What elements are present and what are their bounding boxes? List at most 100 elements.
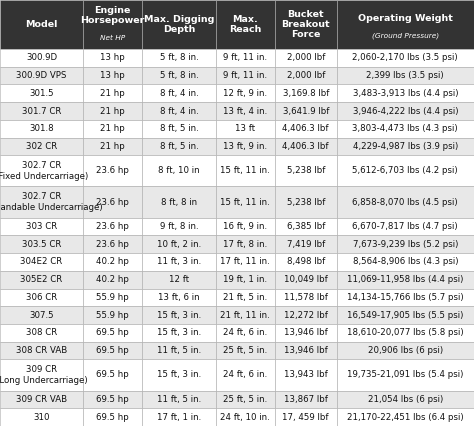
Text: 8 ft, 10 in: 8 ft, 10 in — [158, 167, 200, 176]
Text: 13 hp: 13 hp — [100, 71, 125, 80]
Text: 3,169.8 lbf: 3,169.8 lbf — [283, 89, 329, 98]
Text: 5,238 lbf: 5,238 lbf — [287, 198, 325, 207]
Bar — [337, 67, 474, 84]
Text: 21,054 lbs (6 psi): 21,054 lbs (6 psi) — [368, 395, 443, 404]
Bar — [83, 218, 142, 235]
Text: 4,406.3 lbf: 4,406.3 lbf — [283, 124, 329, 133]
Bar — [0, 324, 83, 342]
Text: 23.6 hp: 23.6 hp — [96, 240, 129, 249]
Bar — [0, 271, 83, 288]
Bar — [0, 155, 83, 187]
Text: 13 ft, 6 in: 13 ft, 6 in — [158, 293, 200, 302]
Bar — [142, 120, 216, 138]
Text: 13 ft: 13 ft — [235, 124, 255, 133]
Bar — [337, 408, 474, 426]
Text: 13 hp: 13 hp — [100, 53, 125, 62]
Text: 2,399 lbs (3.5 psi): 2,399 lbs (3.5 psi) — [366, 71, 444, 80]
Text: 69.5 hp: 69.5 hp — [96, 328, 129, 337]
Bar — [83, 271, 142, 288]
Bar — [216, 360, 275, 391]
Bar — [216, 253, 275, 271]
Bar — [275, 306, 337, 324]
Bar — [0, 67, 83, 84]
Text: Net HP: Net HP — [100, 35, 125, 41]
Text: 6,385 lbf: 6,385 lbf — [287, 222, 325, 231]
Bar — [275, 120, 337, 138]
Bar — [275, 360, 337, 391]
Text: 11 ft, 3 in.: 11 ft, 3 in. — [157, 257, 201, 266]
Text: Bucket
Breakout
Force: Bucket Breakout Force — [282, 10, 330, 39]
Bar — [0, 306, 83, 324]
Bar — [216, 187, 275, 218]
Text: 10,049 lbf: 10,049 lbf — [284, 275, 328, 284]
Bar — [216, 271, 275, 288]
Bar — [275, 288, 337, 306]
Bar — [142, 271, 216, 288]
Text: 301.5: 301.5 — [29, 89, 54, 98]
Bar — [0, 342, 83, 360]
Bar — [142, 342, 216, 360]
Bar — [216, 306, 275, 324]
Text: 301.8: 301.8 — [29, 124, 54, 133]
Text: 300.9D: 300.9D — [26, 53, 57, 62]
Text: 12,272 lbf: 12,272 lbf — [284, 311, 328, 320]
Text: 24 ft, 6 in.: 24 ft, 6 in. — [223, 328, 267, 337]
Text: 69.5 hp: 69.5 hp — [96, 413, 129, 422]
Text: 3,946-4,222 lbs (4.4 psi): 3,946-4,222 lbs (4.4 psi) — [353, 106, 458, 115]
Bar — [0, 102, 83, 120]
Text: 15 ft, 3 in.: 15 ft, 3 in. — [157, 311, 201, 320]
Bar — [337, 187, 474, 218]
Text: 8 ft, 5 in.: 8 ft, 5 in. — [160, 124, 198, 133]
Bar — [337, 235, 474, 253]
Text: 3,483-3,913 lbs (4.4 psi): 3,483-3,913 lbs (4.4 psi) — [353, 89, 458, 98]
Text: Max.
Reach: Max. Reach — [229, 15, 262, 34]
Bar — [275, 102, 337, 120]
Bar — [275, 138, 337, 155]
Bar — [0, 218, 83, 235]
Bar — [0, 360, 83, 391]
Bar — [142, 49, 216, 67]
Text: 3,803-4,473 lbs (4.3 psi): 3,803-4,473 lbs (4.3 psi) — [353, 124, 458, 133]
Bar — [142, 187, 216, 218]
Text: 7,419 lbf: 7,419 lbf — [287, 240, 325, 249]
Text: 21 hp: 21 hp — [100, 124, 125, 133]
Bar — [216, 102, 275, 120]
Bar — [216, 0, 275, 49]
Bar — [216, 391, 275, 408]
Text: 25 ft, 5 in.: 25 ft, 5 in. — [223, 346, 267, 355]
Bar — [142, 288, 216, 306]
Bar — [142, 253, 216, 271]
Bar — [83, 120, 142, 138]
Bar — [275, 0, 337, 49]
Bar — [83, 408, 142, 426]
Bar — [337, 391, 474, 408]
Text: 11 ft, 5 in.: 11 ft, 5 in. — [157, 395, 201, 404]
Text: 21 ft, 5 in.: 21 ft, 5 in. — [223, 293, 267, 302]
Text: 3,641.9 lbf: 3,641.9 lbf — [283, 106, 329, 115]
Bar — [83, 49, 142, 67]
Text: 17 ft, 1 in.: 17 ft, 1 in. — [157, 413, 201, 422]
Text: 23.6 hp: 23.6 hp — [96, 167, 129, 176]
Text: 302.7 CR
(Expandable Undercarriage): 302.7 CR (Expandable Undercarriage) — [0, 192, 102, 212]
Bar — [216, 324, 275, 342]
Text: 11,578 lbf: 11,578 lbf — [284, 293, 328, 302]
Bar — [275, 271, 337, 288]
Text: 308 CR: 308 CR — [26, 328, 57, 337]
Bar — [0, 49, 83, 67]
Bar — [142, 84, 216, 102]
Bar — [275, 253, 337, 271]
Bar — [0, 288, 83, 306]
Text: Max. Digging
Depth: Max. Digging Depth — [144, 15, 214, 34]
Bar — [337, 49, 474, 67]
Text: 40.2 hp: 40.2 hp — [96, 275, 129, 284]
Bar — [142, 324, 216, 342]
Bar — [337, 84, 474, 102]
Text: 303.5 CR: 303.5 CR — [22, 240, 61, 249]
Text: 306 CR: 306 CR — [26, 293, 57, 302]
Bar — [83, 102, 142, 120]
Text: 8 ft, 8 in: 8 ft, 8 in — [161, 198, 197, 207]
Text: 309 CR VAB: 309 CR VAB — [16, 395, 67, 404]
Bar — [0, 253, 83, 271]
Bar — [83, 67, 142, 84]
Bar — [0, 84, 83, 102]
